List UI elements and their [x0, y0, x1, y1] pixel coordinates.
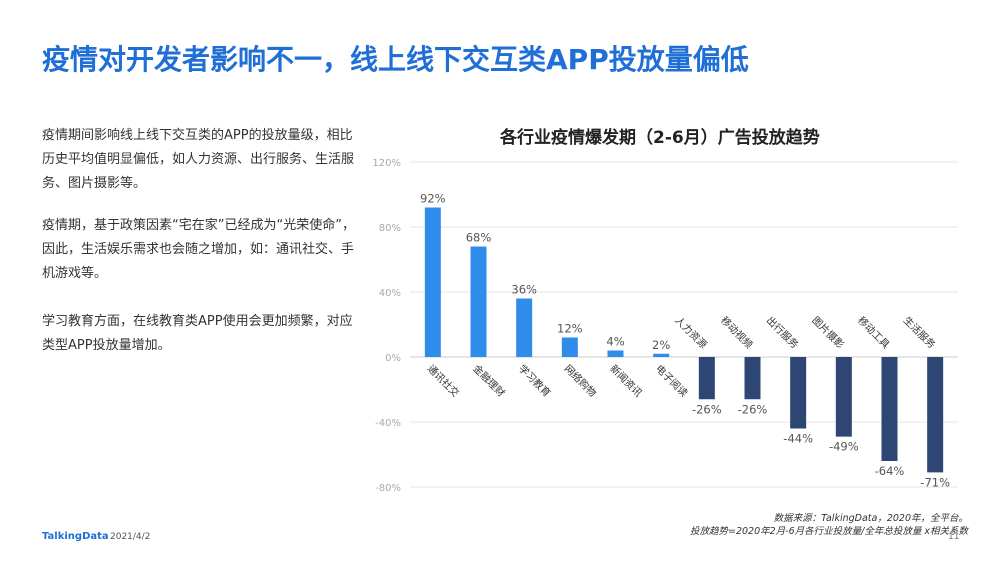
chart-grid — [410, 161, 958, 488]
category-label: 学习教育 — [516, 362, 553, 399]
category-label: 图片摄影 — [809, 314, 846, 351]
data-label: 92% — [420, 192, 446, 206]
chart-bars — [424, 207, 944, 473]
data-label: -64% — [875, 464, 905, 478]
paragraph-3: 学习教育方面，在线教育类APP使用会更加频繁，对应类型APP投放量增加。 — [42, 314, 353, 353]
paragraph-2: 疫情期，基于政策因素“宅在家”已经成为“光荣使命”，因此，生活娱乐需求也会随之增… — [42, 218, 355, 281]
bar — [424, 207, 441, 357]
data-label: 36% — [511, 283, 537, 297]
data-label: 12% — [557, 322, 583, 336]
y-tick-label: -80% — [375, 483, 401, 494]
category-label: 新闻资讯 — [607, 362, 644, 399]
category-label: 电子阅读 — [653, 362, 690, 399]
footer-date: 2021/4/2 — [110, 532, 151, 542]
data-label: 2% — [652, 338, 670, 352]
bar — [516, 298, 533, 357]
bar — [561, 337, 578, 357]
data-label: -71% — [920, 475, 950, 489]
y-tick-label: 40% — [379, 288, 401, 299]
paragraph-1: 疫情期间影响线上线下交互类的APP的投放量级，相比历史平均值明显偏低，如人力资源… — [42, 128, 355, 191]
chart-labels: -80% -40% 0% 40% 80% 120% 92% 通讯社交 68% 金融理财 36% 学习教… — [372, 158, 950, 494]
data-source-note: 数据来源：TalkingData，2020年，全平台。 投放趋势=2020年2月… — [690, 512, 968, 538]
source-line-1: 数据来源：TalkingData，2020年，全平台。 — [773, 513, 968, 524]
bar — [470, 246, 487, 357]
y-tick-label: 120% — [372, 158, 401, 169]
category-label: 通讯社交 — [425, 362, 462, 399]
talkingdata-logo: TalkingData — [42, 531, 109, 542]
data-label: -44% — [783, 432, 813, 446]
data-label: -49% — [829, 440, 859, 454]
y-tick-label: 80% — [379, 223, 401, 234]
bar — [653, 353, 670, 357]
data-label: -26% — [692, 402, 722, 416]
category-label: 生活服务 — [901, 314, 938, 351]
bar — [835, 357, 852, 437]
category-label: 移动工具 — [855, 314, 892, 351]
bar — [790, 357, 807, 429]
page-number: 11 — [948, 532, 960, 542]
data-label: -26% — [738, 402, 768, 416]
source-line-2: 投放趋势=2020年2月-6月各行业投放量/全年总投放量 x相关系数 — [690, 526, 968, 537]
category-label: 网络购物 — [562, 362, 599, 399]
data-label: 68% — [466, 231, 492, 245]
y-tick-label: -40% — [375, 418, 401, 429]
y-tick-label: 0% — [385, 353, 401, 364]
category-label: 移动视频 — [718, 314, 755, 351]
bar — [881, 357, 898, 461]
category-label: 出行服务 — [764, 314, 801, 351]
bar — [607, 350, 624, 357]
page-title: 疫情对开发者影响不一，线上线下交互类APP投放量偏低 — [42, 43, 749, 76]
bar — [927, 357, 944, 473]
category-label: 金融理财 — [470, 362, 507, 399]
chart-title: 各行业疫情爆发期（2-6月）广告投放趋势 — [500, 128, 820, 148]
category-label: 人力资源 — [672, 314, 709, 351]
bar — [698, 357, 715, 400]
data-label: 4% — [606, 335, 624, 349]
bar — [744, 357, 761, 400]
